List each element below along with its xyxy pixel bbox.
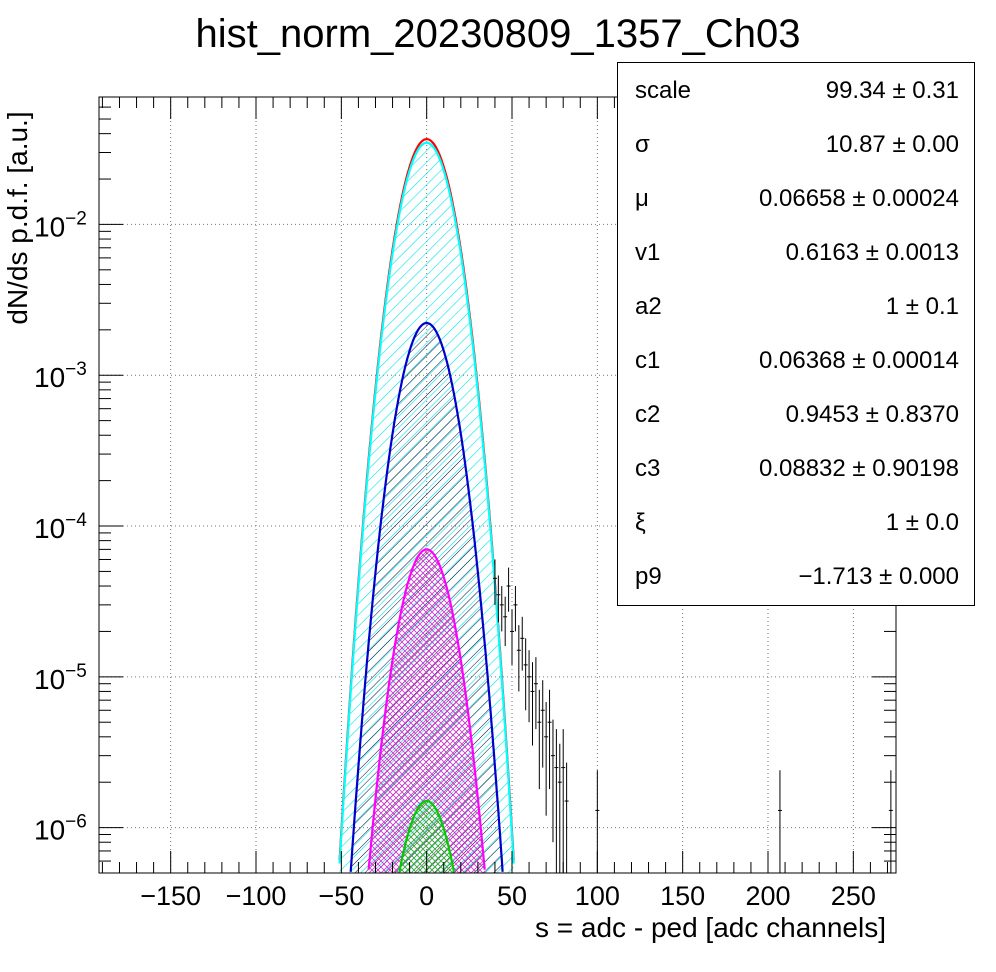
chart-title: hist_norm_20230809_1357_Ch03	[195, 12, 801, 56]
x-tick-label: −150	[140, 881, 201, 911]
stats-value: 0.6163 ± 0.0013	[785, 239, 959, 266]
fit-curve	[367, 548, 486, 870]
stats-key: μ	[635, 185, 649, 212]
stats-value: 0.06658 ± 0.00024	[758, 185, 959, 212]
stats-value: 10.87 ± 0.00	[825, 131, 959, 158]
x-tick-label: 150	[660, 881, 705, 911]
y-tick-label: 10−2	[34, 208, 87, 242]
x-tick-label: 200	[745, 881, 790, 911]
stats-row: c2 0.9453 ± 0.8370	[618, 387, 976, 441]
stats-key: p9	[635, 563, 662, 590]
stats-row: scale 99.34 ± 0.31	[618, 63, 976, 117]
x-tick-label: −50	[318, 881, 364, 911]
x-tick-label: 100	[575, 881, 620, 911]
fit-curves	[338, 137, 515, 873]
stats-key: scale	[635, 77, 692, 104]
y-tick-label: 10−5	[34, 661, 87, 695]
stats-row: c1 0.06368 ± 0.00014	[618, 333, 976, 387]
stats-row: ξ 1 ± 0.0	[618, 495, 976, 549]
fit-curve	[338, 141, 515, 864]
stats-row: c3 0.08832 ± 0.90198	[618, 441, 976, 495]
x-tick-label: 0	[419, 881, 434, 911]
fit-curve	[398, 800, 456, 873]
stats-row: p9 −1.713 ± 0.000	[618, 549, 976, 603]
stats-key: c2	[635, 401, 661, 428]
data-points	[492, 559, 893, 873]
stats-row: v1 0.6163 ± 0.0013	[618, 225, 976, 279]
y-tick-label: 10−3	[34, 359, 87, 393]
y-tick-label: 10−6	[34, 812, 87, 846]
x-tick-label: −100	[226, 881, 287, 911]
stats-value: 0.06368 ± 0.00014	[758, 347, 959, 374]
x-axis-label: s = adc - ped [adc channels]	[535, 912, 886, 943]
stats-row: μ 0.06658 ± 0.00024	[618, 171, 976, 225]
tick-labels: −150 −100 −50 0 50 100 150 200 250 10−6 10−5 10−4 10…	[34, 208, 876, 911]
stats-row: σ 10.87 ± 0.00	[618, 117, 976, 171]
stats-value: 1 ± 0.1	[885, 293, 959, 320]
stats-value: 0.08832 ± 0.90198	[758, 455, 959, 482]
stats-key: σ	[635, 131, 650, 158]
stats-row: a2 1 ± 0.1	[618, 279, 976, 333]
fit-curve	[349, 321, 504, 872]
stats-value: −1.713 ± 0.000	[798, 563, 959, 590]
stats-value: 99.34 ± 0.31	[825, 77, 959, 104]
stats-key: v1	[635, 239, 661, 266]
x-tick-label: 250	[831, 881, 876, 911]
stats-key: ξ	[635, 509, 646, 536]
stats-key: c1	[635, 347, 661, 374]
stats-box: scale 99.34 ± 0.31 σ 10.87 ± 0.00 μ 0.06658 ±…	[617, 62, 975, 606]
stats-key: a2	[635, 293, 662, 320]
y-tick-label: 10−4	[34, 510, 87, 544]
x-tick-label: 50	[497, 881, 527, 911]
stats-value: 0.9453 ± 0.8370	[785, 401, 959, 428]
stats-key: c3	[635, 455, 661, 482]
stats-value: 1 ± 0.0	[885, 509, 959, 536]
